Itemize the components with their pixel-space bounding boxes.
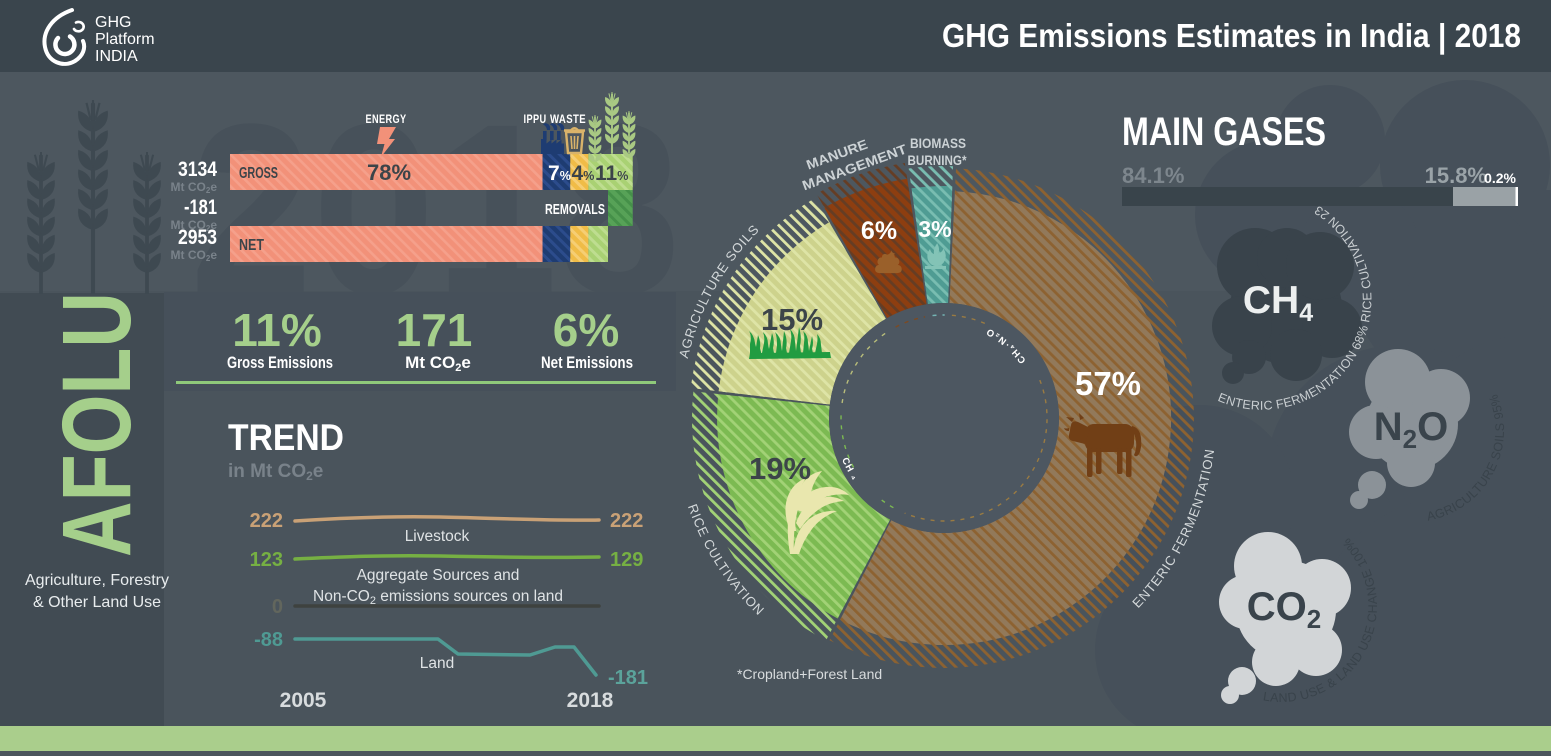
svg-text:NET: NET — [239, 237, 264, 254]
svg-text:Net Emissions: Net Emissions — [541, 353, 633, 372]
svg-text:19%: 19% — [749, 451, 811, 486]
svg-text:Agriculture, Forestry: Agriculture, Forestry — [25, 572, 169, 589]
svg-text:2953: 2953 — [178, 226, 217, 249]
svg-text:Mt CO2e: Mt CO2e — [171, 248, 218, 263]
svg-text:57%: 57% — [1075, 365, 1141, 402]
svg-text:*Cropland+Forest Land: *Cropland+Forest Land — [737, 666, 882, 682]
svg-text:11%: 11% — [232, 304, 322, 356]
svg-text:-88: -88 — [254, 629, 283, 651]
svg-text:15%: 15% — [761, 302, 823, 337]
svg-text:222: 222 — [250, 510, 283, 532]
svg-text:Mt CO2e: Mt CO2e — [171, 218, 218, 233]
svg-text:6%: 6% — [553, 304, 619, 356]
svg-text:& Other Land Use: & Other Land Use — [33, 594, 161, 611]
svg-text:MAIN GASES: MAIN GASES — [1122, 110, 1326, 154]
svg-text:0.2%: 0.2% — [1484, 170, 1516, 186]
svg-text:-181: -181 — [608, 667, 648, 689]
svg-text:N2O: N2O — [1374, 405, 1448, 454]
svg-text:123: 123 — [250, 549, 283, 571]
svg-text:WASTE: WASTE — [550, 112, 586, 126]
svg-text:Livestock: Livestock — [405, 528, 470, 545]
svg-text:ENERGY: ENERGY — [366, 112, 407, 126]
svg-text:Mt CO2e: Mt CO2e — [171, 180, 218, 195]
svg-text:78%: 78% — [367, 160, 411, 185]
svg-text:Land: Land — [420, 655, 454, 672]
svg-text:AFOLU: AFOLU — [42, 292, 151, 557]
svg-text:2005: 2005 — [280, 689, 327, 712]
svg-text:171: 171 — [396, 304, 473, 356]
svg-text:GROSS: GROSS — [239, 165, 278, 182]
svg-text:IPPU: IPPU — [524, 112, 547, 126]
svg-text:2018: 2018 — [567, 689, 614, 712]
svg-text:15.8%: 15.8% — [1425, 163, 1487, 188]
svg-text:-181: -181 — [184, 196, 217, 219]
svg-text:Mt CO2e: Mt CO2e — [405, 353, 471, 374]
svg-text:0: 0 — [272, 596, 283, 618]
svg-text:3%: 3% — [918, 216, 951, 242]
svg-text:in Mt CO2e: in Mt CO2e — [228, 461, 323, 483]
svg-text:Platform: Platform — [95, 31, 155, 48]
svg-text:BIOMASS: BIOMASS — [910, 136, 966, 151]
svg-text:129: 129 — [610, 549, 643, 571]
svg-text:REMOVALS: REMOVALS — [545, 201, 605, 218]
svg-text:84.1%: 84.1% — [1122, 163, 1184, 188]
svg-text:BURNING*: BURNING* — [908, 153, 968, 168]
svg-text:3134: 3134 — [178, 158, 217, 181]
svg-text:GHG Emissions Estimates in Ind: GHG Emissions Estimates in India | 2018 — [942, 17, 1521, 54]
svg-text:Non-CO2 emissions sources on l: Non-CO2 emissions sources on land — [313, 588, 563, 607]
svg-text:GHG: GHG — [95, 14, 131, 31]
svg-text:Gross Emissions: Gross Emissions — [227, 353, 333, 372]
svg-text:Aggregate Sources and: Aggregate Sources and — [357, 567, 520, 584]
svg-text:TREND: TREND — [228, 417, 344, 458]
svg-text:INDIA: INDIA — [95, 48, 138, 65]
svg-text:222: 222 — [610, 510, 643, 532]
svg-text:6%: 6% — [861, 217, 897, 245]
